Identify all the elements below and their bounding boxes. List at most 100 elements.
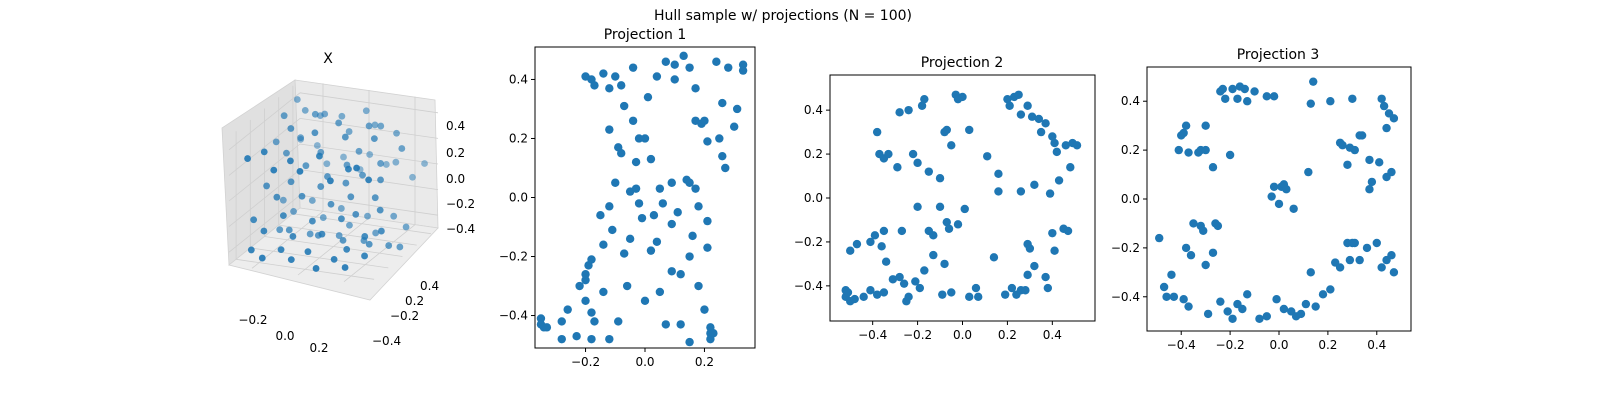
scatter3d-point [298, 192, 306, 200]
projection-2-point [877, 242, 886, 251]
projection-1-point [667, 219, 676, 229]
projection-3-point [1350, 238, 1359, 248]
projection-1-point [617, 149, 626, 158]
scatter3d-point [273, 193, 281, 201]
projection-2-point [935, 202, 945, 211]
projection-1-point [643, 92, 653, 102]
projection-3-point [1389, 114, 1399, 123]
projection-2-point [884, 149, 893, 159]
y-tick-label: 0.4 [509, 72, 528, 86]
projection-2-point [872, 127, 882, 137]
projection-2-point [881, 257, 891, 266]
scatter3d-point [337, 205, 345, 212]
projection-1-point [542, 323, 552, 332]
scatter3d-point [396, 243, 404, 251]
scatter3d-point [390, 212, 398, 220]
projection-1-point [608, 225, 617, 235]
projection-2-point [1050, 138, 1059, 148]
projection-2-points [841, 90, 1082, 306]
scatter3d-point [290, 208, 297, 215]
projection-3-point [1357, 131, 1367, 140]
projection-1-point [563, 305, 572, 314]
projection-1-point [605, 202, 614, 211]
scatter3d-point [345, 128, 353, 135]
projection-3-point [1218, 84, 1227, 94]
scatter3d-point [339, 237, 347, 244]
projection-1-point [617, 81, 626, 90]
projection-3-point [1262, 92, 1271, 101]
projection-3-point [1201, 121, 1210, 130]
scatter3d-point [289, 233, 297, 240]
figure-suptitle: Hull sample w/ projections (N = 100) [654, 8, 912, 24]
projection-3-point [1365, 185, 1374, 194]
scatter3d-point [287, 157, 294, 165]
projection-3-point [1201, 145, 1210, 155]
projection-1-point [599, 287, 608, 297]
projection-1-point [718, 151, 727, 161]
x-tick-label: 0.4 [1043, 328, 1062, 342]
scatter3d-point [340, 153, 347, 161]
x-tick-label: 0.2 [998, 328, 1017, 342]
scatter3d-point [279, 212, 287, 220]
projection-3-point [1382, 172, 1391, 182]
projection-1-title: Projection 1 [604, 27, 687, 43]
projection-2-point [897, 226, 907, 236]
scatter3d-point [341, 133, 349, 141]
projection-1-point [688, 231, 697, 241]
projection-3-point [1228, 314, 1237, 323]
scatter3d-point [313, 142, 321, 149]
projection-3-point [1162, 292, 1171, 301]
projection-2-point [895, 108, 904, 117]
projection-3-point [1269, 92, 1279, 101]
scatter3d-point [353, 164, 360, 172]
projection-2-point [1030, 180, 1039, 190]
projection-1-point [631, 157, 641, 167]
scatter3d-point [365, 122, 373, 130]
z3d-tick-label: 0.0 [446, 172, 465, 186]
projection-1-point [655, 287, 665, 297]
projection-2-point [899, 279, 909, 288]
projection-2-point [904, 105, 913, 115]
y-tick-label: 0.2 [1121, 143, 1140, 157]
scatter3d-point [346, 221, 353, 229]
projection-2-point [893, 163, 902, 172]
projection-1-point [646, 154, 656, 164]
projection-3-ticks: −0.4 −0.2 0.0 0.2 0.4 −0.4 −0.2 0.0 0.2 0.4 [1111, 94, 1386, 352]
projection-2-point [1016, 110, 1026, 119]
projection-2-point [940, 259, 949, 269]
projection-1-point [703, 216, 712, 226]
projection-3-point [1318, 290, 1328, 299]
projection-3-point [1296, 309, 1306, 319]
scatter3d-point [302, 162, 310, 170]
projection-1-point [637, 213, 647, 223]
projection-1-point [652, 72, 662, 81]
projection-1-point [667, 267, 676, 276]
projection-3-point [1269, 182, 1279, 191]
projection-3-point [1309, 77, 1318, 86]
projection-2-point [1066, 163, 1075, 172]
projection-3-point [1262, 312, 1271, 321]
x3d-tick-label: 0.0 [275, 329, 294, 343]
projection-3-points [1155, 77, 1399, 323]
projection-3-point [1199, 226, 1208, 235]
scatter3d-point [270, 166, 278, 174]
scatter3d-point [371, 194, 379, 202]
y-tick-label: 0.0 [1121, 192, 1140, 206]
projection-1-point [667, 178, 676, 187]
projection-3-point [1267, 192, 1276, 201]
projection-3-point [1216, 297, 1225, 306]
projection-1-point [634, 199, 644, 208]
projection-1-point [590, 317, 599, 326]
projection-1-point [691, 84, 700, 93]
projection-2-point [989, 253, 999, 262]
scatter3d-point [382, 161, 390, 168]
projection-3-point [1250, 87, 1259, 96]
y-tick-label: 0.0 [509, 191, 528, 205]
scatter3d-point [342, 179, 350, 187]
projection-1-point [619, 101, 629, 111]
z3d-tick-label: −0.4 [446, 222, 475, 236]
projection-2-point [911, 277, 920, 286]
scatter3d-point [392, 158, 400, 166]
x-tick-label: 0.2 [1318, 338, 1337, 352]
projection-3-point [1274, 199, 1284, 209]
